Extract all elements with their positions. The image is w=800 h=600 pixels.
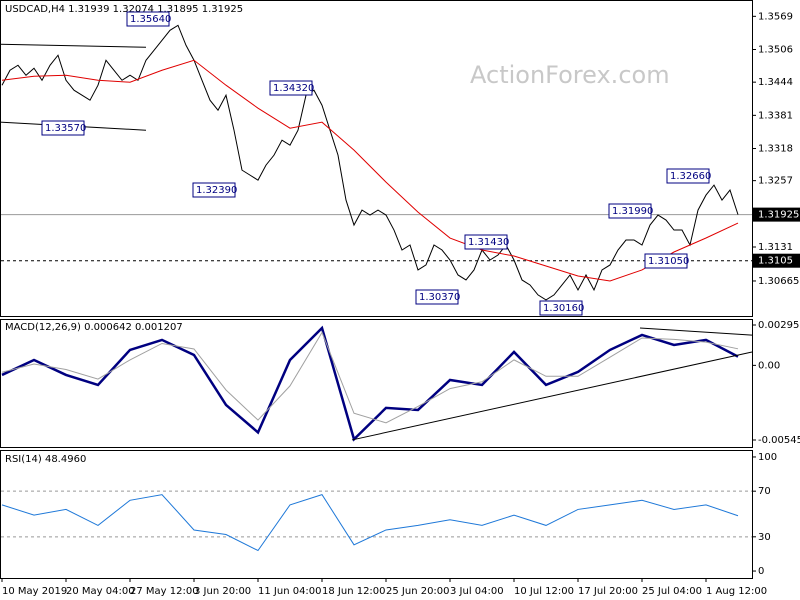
x-tick-label: 1 Aug 12:00: [706, 586, 767, 597]
y-tick-label: 1.3257: [758, 176, 793, 187]
annotation-box: [464, 234, 508, 250]
y-tick-label: 30: [758, 532, 771, 543]
annotation-box: [192, 182, 236, 198]
y-tick-label: 1.30665: [758, 276, 799, 287]
x-tick-label: 27 May 12:00: [130, 586, 199, 597]
macd-title: MACD(12,26,9) 0.000642 0.001207: [5, 322, 183, 333]
y-tick-label: 1.3381: [758, 110, 793, 121]
annotation-box: [539, 300, 583, 316]
x-tick-label: 17 Jul 20:00: [578, 586, 638, 597]
x-tick-label: 18 Jun 12:00: [322, 586, 386, 597]
y-tick-label: 1.3318: [758, 144, 793, 155]
y-tick-label: 70: [758, 486, 771, 497]
annotation: 1.34320: [273, 83, 314, 94]
annotation: 1.32660: [670, 171, 711, 182]
watermark: ActionForex.com: [470, 61, 670, 89]
x-tick-label: 25 Jul 04:00: [642, 586, 702, 597]
y-tick-label: 100: [758, 452, 777, 463]
y-tick-label: 0.00295: [758, 320, 799, 331]
rsi-panel: [0, 450, 753, 579]
x-tick-label: 20 May 04:00: [66, 586, 135, 597]
series-line: [1, 24, 739, 301]
price-marker-label: 1.31925: [758, 210, 799, 221]
annotation-box: [415, 289, 459, 305]
annotation-box: [269, 80, 313, 96]
x-tick-label: 3 Jun 20:00: [194, 586, 251, 597]
annotation: 1.30160: [543, 303, 584, 314]
y-tick-label: -0.005455: [758, 435, 800, 446]
annotation-box: [126, 11, 170, 27]
price-marker: [753, 207, 800, 222]
macd-panel: [0, 319, 753, 448]
y-tick-label: 1.3506: [758, 45, 793, 56]
annotation-box: [666, 168, 710, 184]
annotation: 1.35640: [130, 14, 171, 25]
rsi-title: RSI(14) 48.4960: [5, 454, 86, 465]
y-tick-label: 1.3131: [758, 242, 793, 253]
x-tick-label: 10 May 2019: [2, 586, 67, 597]
series-line: [1, 59, 739, 282]
chart-title: USDCAD,H4 1.31939 1.32074 1.31895 1.3192…: [5, 4, 243, 15]
x-tick-label: 11 Jun 04:00: [258, 586, 322, 597]
series-line: [1, 325, 739, 442]
y-tick-label: 0.00: [758, 360, 780, 371]
price-marker-label: 1.3105: [758, 256, 793, 267]
series-line: [1, 494, 739, 552]
x-tick-label: 3 Jul 04:00: [450, 586, 504, 597]
price-panel: [0, 0, 753, 317]
annotation-box: [41, 120, 85, 136]
annotation: 1.32390: [196, 185, 237, 196]
y-tick-label: 0: [758, 566, 764, 577]
x-tick-label: 25 Jun 20:00: [386, 586, 450, 597]
annotation-box: [644, 253, 688, 269]
annotation-box: [608, 203, 652, 219]
x-tick-label: 10 Jul 12:00: [514, 586, 574, 597]
price-marker: [753, 253, 800, 268]
annotation: 1.33570: [45, 123, 86, 134]
trend-line: [351, 351, 753, 441]
y-tick-label: 1.3444: [758, 77, 793, 88]
annotation: 1.30370: [419, 292, 460, 303]
series-line: [1, 331, 739, 424]
y-tick-label: 1.3569: [758, 11, 793, 22]
trend-line: [0, 43, 147, 48]
trend-line: [639, 327, 753, 336]
annotation: 1.31430: [468, 237, 509, 248]
annotation: 1.31050: [648, 256, 689, 267]
annotation: 1.31990: [612, 206, 653, 217]
